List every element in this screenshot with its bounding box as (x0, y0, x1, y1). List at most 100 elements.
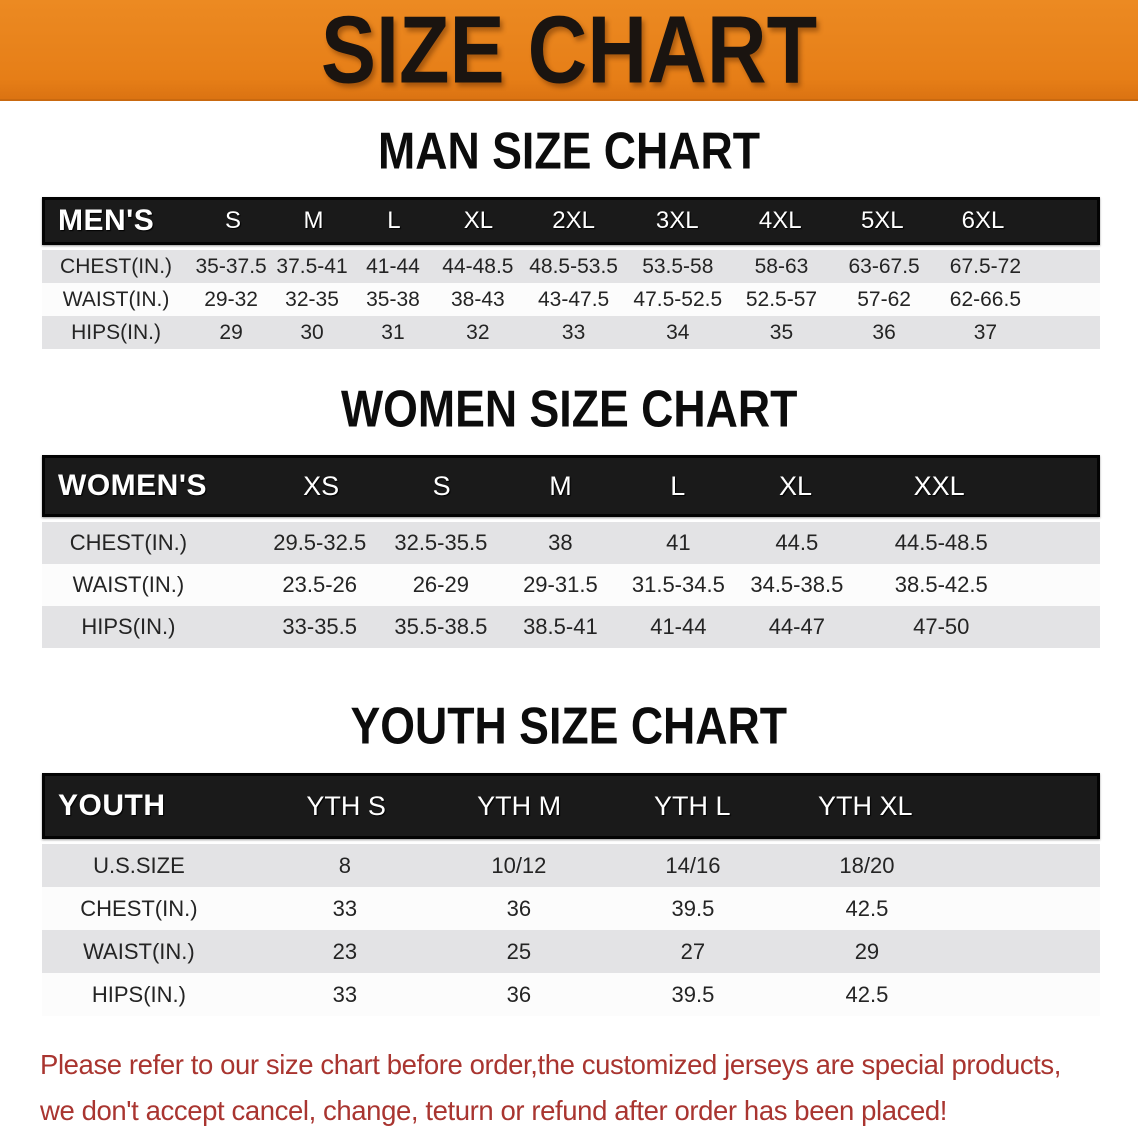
table-cell: 38-43 (451, 287, 505, 311)
table-cell: 26-29 (412, 572, 469, 597)
table-cell: 35-38 (366, 287, 420, 311)
table-cell: 39.5 (671, 895, 715, 921)
women-chest-row: CHEST(IN.) 29.5-32.5 32.5-35.5 38 41 44.… (42, 522, 1100, 564)
table-cell: 47.5-52.5 (633, 287, 723, 311)
men-col-3xl: 3XL (655, 207, 699, 234)
row-label: U.S.SIZE (93, 852, 185, 878)
disclaimer-line-1: Please refer to our size chart before or… (40, 1049, 1062, 1080)
women-col-s: S (432, 470, 451, 501)
youth-chest-row: CHEST(IN.) 33 36 39.5 42.5 (42, 887, 1100, 930)
table-cell: 30 (300, 320, 324, 344)
men-chest-row: CHEST(IN.) 35-37.5 37.5-41 41-44 44-48.5… (42, 250, 1100, 283)
youth-table-header-row: YOUTH YTH S YTH M YTH L YTH XL (42, 773, 1100, 839)
table-cell: 29.5-32.5 (273, 530, 367, 555)
women-section-title-text: WOMEN SIZE CHART (340, 379, 798, 438)
table-cell: 34.5-38.5 (750, 572, 844, 597)
table-cell: 36 (506, 895, 532, 921)
table-cell: 37 (973, 320, 998, 344)
table-cell: 41-44 (366, 254, 420, 278)
women-col-l: L (670, 470, 686, 501)
youth-col-xl: YTH XL (817, 790, 913, 821)
row-label: CHEST(IN.) (60, 254, 173, 278)
table-cell: 47-50 (913, 614, 970, 639)
table-cell: 38.5-42.5 (894, 572, 988, 597)
table-cell: 35 (769, 320, 794, 344)
women-col-xl: XL (779, 470, 813, 501)
table-cell: 36 (872, 320, 896, 344)
youth-col-m: YTH M (477, 790, 562, 821)
table-cell: 42.5 (845, 895, 889, 921)
women-col-xxl: XXL (913, 470, 965, 501)
row-label: HIPS(IN.) (81, 614, 176, 639)
table-cell: 58-63 (754, 254, 809, 278)
table-cell: 53.5-58 (642, 254, 714, 278)
row-label: WAIST(IN.) (83, 938, 195, 964)
table-cell: 36 (506, 981, 532, 1007)
table-cell: 31 (381, 320, 405, 344)
men-col-4xl: 4XL (758, 207, 802, 234)
table-cell: 44.5 (775, 530, 819, 555)
table-cell: 8 (338, 852, 351, 878)
youth-waist-row: WAIST(IN.) 23 25 27 29 (42, 930, 1100, 973)
table-cell: 23 (332, 938, 358, 964)
women-section-title: WOMEN SIZE CHART (0, 379, 1138, 438)
table-cell: 38.5-41 (523, 614, 598, 639)
men-col-5xl: 5XL (860, 207, 904, 234)
table-cell: 33-35.5 (282, 614, 358, 639)
men-section-title: MAN SIZE CHART (0, 121, 1138, 180)
table-cell: 29-32 (204, 287, 258, 311)
table-cell: 35-37.5 (195, 254, 267, 278)
table-cell: 62-66.5 (949, 287, 1022, 311)
table-cell: 39.5 (671, 981, 715, 1007)
table-cell: 32-35 (285, 287, 339, 311)
table-cell: 34 (666, 320, 690, 344)
youth-section-title-text: YOUTH SIZE CHART (350, 696, 788, 755)
men-waist-row: WAIST(IN.) 29-32 32-35 35-38 38-43 43-47… (42, 283, 1100, 316)
table-cell: 44.5-48.5 (894, 530, 988, 555)
table-cell: 52.5-57 (745, 287, 818, 311)
women-size-table: WOMEN'S XS S M L XL XXL CHEST(IN.) 29.5-… (42, 455, 1100, 648)
row-label: CHEST(IN.) (69, 530, 188, 555)
women-table-header-row: WOMEN'S XS S M L XL XXL (42, 455, 1100, 517)
table-cell: 23.5-26 (282, 572, 358, 597)
men-section-title-text: MAN SIZE CHART (378, 121, 760, 180)
table-cell: 33 (332, 981, 358, 1007)
youth-section-title: YOUTH SIZE CHART (0, 696, 1138, 755)
men-col-l: L (387, 207, 401, 234)
youth-ussize-row: U.S.SIZE 8 10/12 14/16 18/20 (42, 844, 1100, 887)
table-cell: 32.5-35.5 (394, 530, 488, 555)
table-cell: 43-47.5 (537, 287, 610, 311)
table-cell: 29-31.5 (523, 572, 598, 597)
row-label: HIPS(IN.) (91, 981, 186, 1007)
disclaimer-line-2: we don't accept cancel, change, teturn o… (40, 1095, 947, 1126)
men-table-header-row: MEN'S S M L XL 2XL 3XL 4XL 5XL 6XL (42, 197, 1100, 245)
women-waist-row: WAIST(IN.) 23.5-26 26-29 29-31.5 31.5-34… (42, 564, 1100, 606)
youth-col-l: YTH L (653, 790, 731, 821)
men-col-xl: XL (463, 207, 494, 234)
row-label: CHEST(IN.) (80, 895, 198, 921)
men-col-2xl: 2XL (552, 207, 595, 234)
size-chart-banner: SIZE CHART (0, 0, 1138, 101)
row-label: WAIST(IN.) (72, 572, 185, 597)
table-cell: 37.5-41 (276, 254, 348, 278)
women-table-header-label: WOMEN'S (58, 469, 207, 502)
table-cell: 57-62 (857, 287, 911, 311)
table-cell: 44-47 (768, 614, 825, 639)
women-col-xs: XS (303, 470, 340, 501)
men-hips-row: HIPS(IN.) 29 30 31 32 33 34 35 36 37 (42, 316, 1100, 349)
youth-hips-row: HIPS(IN.) 33 36 39.5 42.5 (42, 973, 1100, 1016)
row-label: HIPS(IN.) (71, 320, 161, 344)
banner-title: SIZE CHART (320, 0, 818, 101)
men-table-header-label: MEN'S (58, 204, 155, 237)
table-cell: 41 (666, 530, 691, 555)
men-size-table: MEN'S S M L XL 2XL 3XL 4XL 5XL 6XL CHEST… (42, 197, 1100, 349)
table-cell: 29 (219, 320, 243, 344)
youth-col-s: YTH S (306, 790, 386, 821)
table-cell: 42.5 (845, 981, 889, 1007)
table-cell: 33 (561, 320, 586, 344)
table-cell: 32 (466, 320, 490, 344)
table-cell: 18/20 (839, 852, 895, 878)
table-cell: 31.5-34.5 (631, 572, 725, 597)
women-hips-row: HIPS(IN.) 33-35.5 35.5-38.5 38.5-41 41-4… (42, 606, 1100, 648)
table-cell: 14/16 (665, 852, 721, 878)
